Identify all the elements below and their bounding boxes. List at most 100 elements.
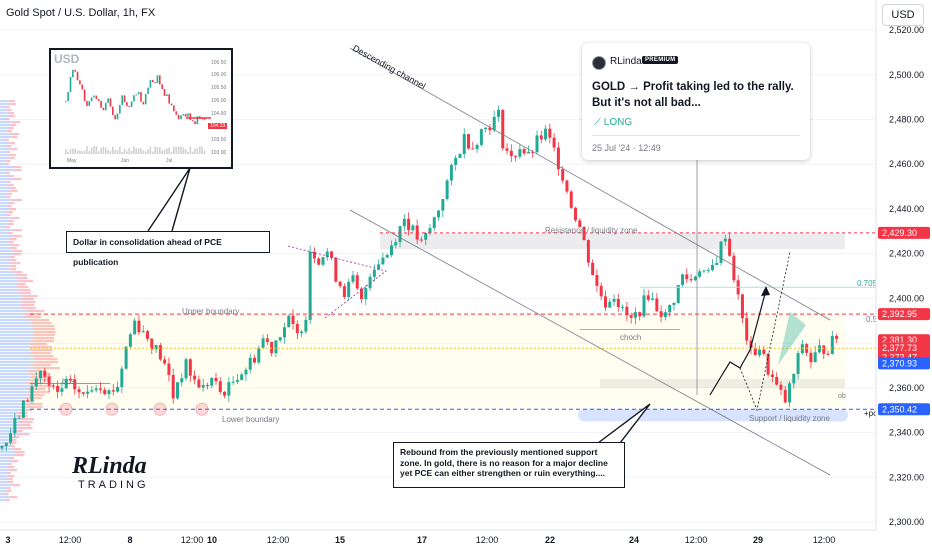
inset-candle xyxy=(154,82,156,84)
profile-bar-buy xyxy=(0,373,31,376)
candle-body xyxy=(449,164,453,181)
profile-bar-sell xyxy=(8,475,15,478)
candle xyxy=(621,304,625,312)
profile-bar xyxy=(0,211,14,214)
profile-bar-sell xyxy=(19,409,33,412)
inset-candle-body xyxy=(194,121,196,125)
premium-badge: PREMIUM xyxy=(642,56,679,64)
candle-body xyxy=(402,218,406,227)
profile-bar-buy xyxy=(0,331,34,334)
profile-bar-buy xyxy=(0,247,11,250)
inset-volume-bar xyxy=(76,150,79,154)
currency-button[interactable]: USD xyxy=(882,4,924,26)
candle-body xyxy=(471,148,475,150)
inset-candle xyxy=(86,100,88,106)
time-tick-label: 29 xyxy=(753,535,763,545)
candle xyxy=(26,398,30,402)
candle-body xyxy=(193,375,197,380)
idea-title[interactable]: GOLD → Profit taking led to the rally. B… xyxy=(592,81,794,109)
candle-body xyxy=(655,298,659,312)
idea-card[interactable]: RLinda PREMIUM GOLD → Profit taking led … xyxy=(582,43,810,160)
inset-volume-bar xyxy=(187,151,189,154)
profile-bar-buy xyxy=(0,271,14,274)
inset-volume-bar xyxy=(69,149,72,154)
liquidity-marker xyxy=(105,402,119,416)
inset-candle-body xyxy=(102,107,105,111)
profile-bar-buy xyxy=(0,148,11,151)
candle xyxy=(355,272,359,291)
price-label-background xyxy=(878,342,930,355)
profile-bar-sell xyxy=(9,238,17,241)
price-label-tag: 2,377.73 xyxy=(878,342,930,355)
profile-bar-buy xyxy=(0,241,9,244)
candle-body xyxy=(43,371,47,377)
price-tick-label: 2,300.00 xyxy=(889,517,924,527)
candle xyxy=(150,337,154,355)
profile-bar xyxy=(0,178,22,181)
profile-bar-buy xyxy=(0,499,6,502)
candle-body xyxy=(488,127,492,131)
profile-bar-buy xyxy=(0,157,9,160)
profile-bar-buy xyxy=(0,202,9,205)
profile-bar-sell xyxy=(7,478,13,481)
candle xyxy=(205,382,209,390)
inset-candle-body xyxy=(154,82,156,84)
profile-bar-buy xyxy=(0,175,9,178)
profile-bar-sell xyxy=(12,178,22,181)
profile-bar-sell xyxy=(11,244,20,247)
profile-bar xyxy=(0,343,48,346)
profile-bar-buy xyxy=(0,472,7,475)
inset-candle xyxy=(102,107,105,111)
candle xyxy=(646,290,650,302)
candle xyxy=(565,179,569,195)
profile-bar xyxy=(0,457,14,460)
candle-body xyxy=(244,369,248,375)
profile-bar-buy xyxy=(0,487,7,490)
lower-boundary-label: Lower boundary xyxy=(222,415,279,424)
bullish-arrow-icon xyxy=(778,312,806,365)
profile-bar xyxy=(0,109,12,112)
profile-bar-sell xyxy=(29,391,50,394)
price-tick-label: 2,520.00 xyxy=(889,25,924,35)
profile-bar-buy xyxy=(0,469,11,472)
profile-bar xyxy=(0,439,17,442)
profile-bar-buy xyxy=(0,367,36,370)
inset-volume-bar xyxy=(88,150,91,154)
resistance-zone-label: Resistance / liquidity zone xyxy=(545,226,638,235)
candle-body xyxy=(484,127,488,130)
profile-bar-sell xyxy=(25,403,43,406)
candle-body xyxy=(175,382,179,399)
candle xyxy=(449,163,453,186)
candle-body xyxy=(291,315,295,325)
author-name[interactable]: RLinda xyxy=(610,56,642,67)
profile-bar-buy xyxy=(0,436,12,439)
inset-volume-bar xyxy=(170,151,173,154)
channel-lower-line xyxy=(349,209,831,476)
profile-bar xyxy=(0,223,14,226)
candle xyxy=(689,274,693,283)
candle-body xyxy=(552,137,556,148)
candle xyxy=(715,256,719,266)
candle xyxy=(578,218,582,228)
profile-bar-sell xyxy=(21,301,36,304)
candle-body xyxy=(539,135,543,140)
inset-candle-body xyxy=(147,87,149,95)
candle xyxy=(437,209,441,221)
candle-body xyxy=(355,275,359,289)
inset-volume-bar xyxy=(133,146,135,154)
candle xyxy=(282,322,286,344)
inset-candle-body xyxy=(128,106,131,108)
candle-body xyxy=(753,348,757,356)
profile-bar xyxy=(0,247,17,250)
candle xyxy=(548,123,552,144)
profile-bar-buy xyxy=(0,361,35,364)
profile-bar-buy xyxy=(0,130,8,133)
inset-volume-bar xyxy=(128,148,131,154)
candle-body xyxy=(817,345,821,353)
candle-body xyxy=(146,331,150,339)
inset-candle xyxy=(130,101,133,107)
candle-body xyxy=(612,298,616,302)
profile-bar-sell xyxy=(19,280,34,283)
candle xyxy=(522,147,526,156)
